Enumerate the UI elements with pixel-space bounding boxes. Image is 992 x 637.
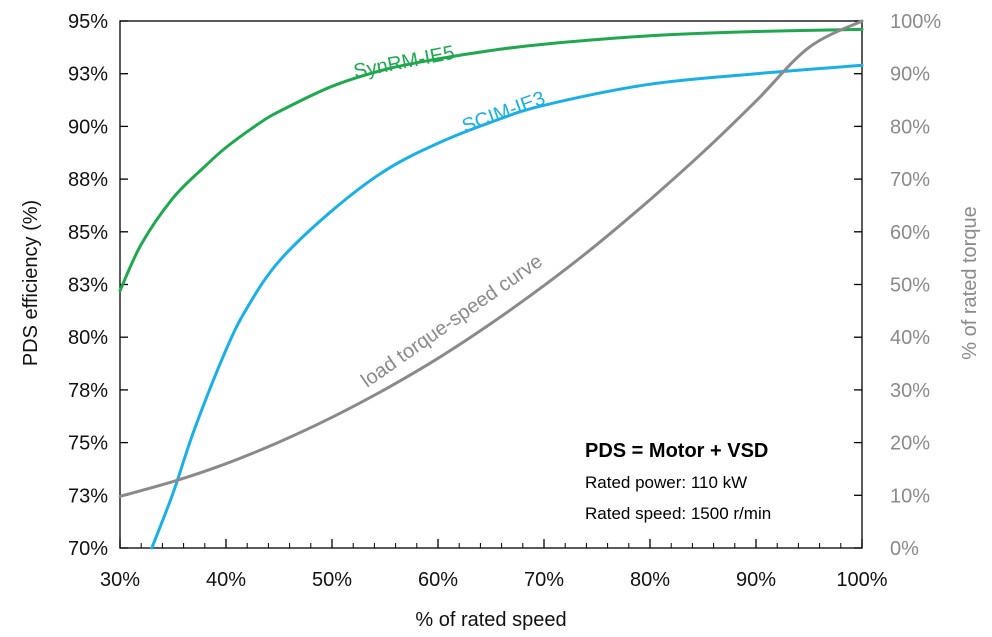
y-tick-label: 78% [68,380,108,402]
annotation-title: PDS = Motor + VSD [585,440,768,462]
x-axis-title: % of rated speed [415,609,566,631]
y-tick-label: 80% [68,327,108,349]
x-tick-label: 90% [736,569,776,591]
y-tick-label: 95% [68,11,108,33]
y2-tick-label: 0% [890,538,919,560]
y-tick-label: 70% [68,538,108,560]
series-lines [118,19,864,550]
annotation-rated-speed: Rated speed: 1500 r/min [585,504,771,523]
x-tick-label: 60% [418,569,458,591]
y-tick-label: 73% [68,485,108,507]
y-tick-label: 88% [68,169,108,191]
x-tick-label: 50% [312,569,352,591]
tick-labels: 30% 40% 50% 60% 70% 80% 90% 100% 70% 73% 75% 78% 80%… [68,11,941,591]
y2-tick-label: 10% [890,485,930,507]
y2-tick-label: 60% [890,222,930,244]
series-line-load-torque [118,19,864,498]
x-tick-label: 70% [524,569,564,591]
y2-tick-label: 100% [890,11,941,33]
series-label-synrm: SynRM-IE5 [352,42,457,83]
y-tick-label: 83% [68,275,108,297]
series-label-load-curve: load torque-speed curve [357,250,546,392]
y2-tick-label: 30% [890,380,930,402]
x-tick-label: 100% [836,569,887,591]
series-label-scim: SCIM-IE3 [459,87,548,137]
y2-axis-title: % of rated torque [959,206,981,359]
series-line-synrm-ie5 [118,27,864,293]
y2-tick-label: 50% [890,275,930,297]
y-tick-label: 75% [68,433,108,455]
y2-tick-label: 90% [890,64,930,86]
x-tick-label: 30% [100,569,140,591]
y2-tick-label: 70% [890,169,930,191]
y2-tick-label: 40% [890,327,930,349]
annotation-rated-power: Rated power: 110 kW [585,473,747,492]
y-axis-title: PDS efficiency (%) [20,200,42,366]
y2-tick-label: 20% [890,433,930,455]
series-line-scim-ie3 [150,63,864,550]
x-tick-label: 80% [630,569,670,591]
y-tick-label: 85% [68,222,108,244]
y2-tick-label: 80% [890,116,930,138]
x-tick-label: 40% [206,569,246,591]
y-tick-label: 93% [68,64,108,86]
y-tick-label: 90% [68,116,108,138]
